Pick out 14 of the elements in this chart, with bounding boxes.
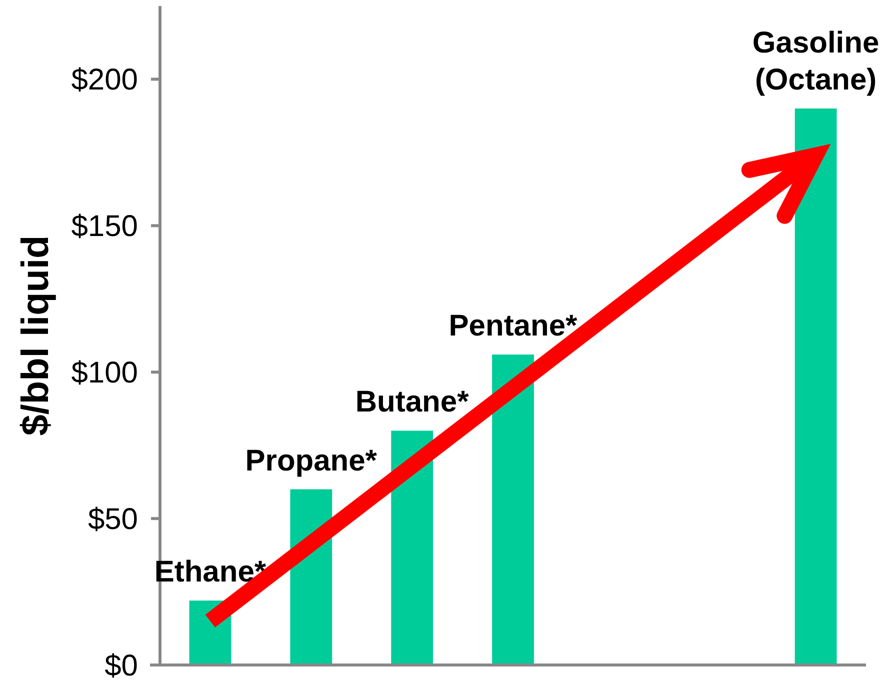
y-tick-label: $0 [104, 650, 138, 682]
y-tick-label: $50 [88, 503, 138, 536]
bar [794, 108, 837, 665]
y-tick-label: $100 [71, 356, 138, 390]
x-tick-label: Pentane* [448, 310, 578, 343]
bar [492, 354, 534, 665]
y-tick-label: $200 [71, 64, 138, 97]
y-tick-label: $150 [71, 210, 138, 244]
x-tick-label: Butane* [355, 386, 470, 419]
y-axis-title: $/bbl liquid [15, 235, 57, 436]
x-tick-label: Ethane* [154, 556, 266, 589]
x-tick-label: Gasoline (Octane) [752, 26, 880, 97]
bar [391, 430, 434, 665]
x-tick-label: Propane* [245, 444, 378, 478]
